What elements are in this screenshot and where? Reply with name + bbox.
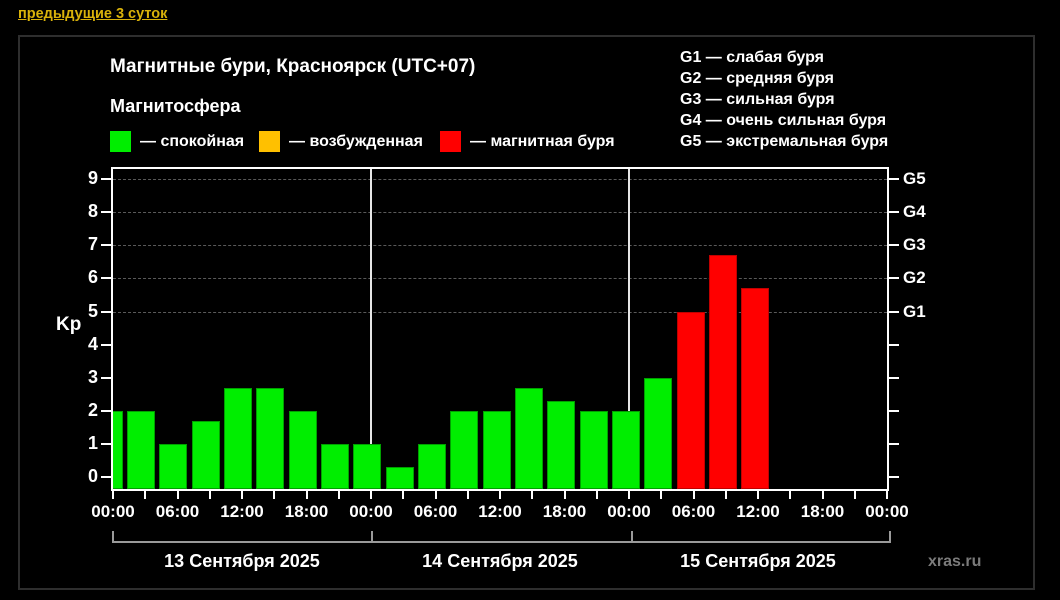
kp-bar [741, 288, 770, 489]
kp-bar [256, 387, 285, 489]
kp-bar [224, 387, 253, 489]
gridline [113, 311, 887, 313]
prev-3-days-link[interactable]: предыдущие 3 суток [18, 6, 168, 22]
kp-bar [385, 467, 414, 489]
quiet-swatch-icon [110, 131, 131, 152]
kp-bar [159, 443, 188, 489]
kp-bar [288, 410, 317, 489]
chart-title: Магнитные бури, Красноярск (UTC+07) [110, 56, 476, 77]
kp-bar [547, 400, 576, 489]
gridline [113, 278, 887, 280]
kp-bar [676, 311, 705, 489]
kp-bar [579, 410, 608, 489]
kp-bar [450, 410, 479, 489]
kp-bar [113, 410, 123, 489]
watermark: xras.ru [928, 553, 982, 570]
chart-subtitle: Магнитосфера [110, 96, 241, 116]
day-separator-line [370, 169, 372, 489]
storm-swatch-icon [440, 131, 461, 152]
legend-label-quiet: — спокойная [140, 132, 245, 150]
kp-bar [708, 255, 737, 489]
g4-legend-line: G4 — очень сильная буря [680, 112, 887, 129]
kp-axis-label: Kp [56, 314, 82, 335]
g2-legend-line: G2 — средняя буря [680, 70, 834, 87]
kp-bar [321, 443, 349, 489]
legend-item-quiet: — спокойная [110, 130, 244, 153]
kp-bar [127, 410, 156, 489]
legend-item-excited: — возбужденная [259, 130, 423, 153]
kp-bar [353, 443, 382, 489]
kp-bar [482, 410, 511, 489]
gridline [113, 212, 887, 214]
kp-bar [191, 420, 220, 489]
g5-legend-line: G5 — экстремальная буря [680, 133, 889, 150]
outer-frame [18, 35, 1035, 590]
gridline [113, 245, 887, 247]
g3-legend-line: G3 — сильная буря [680, 91, 835, 108]
g-scale-legend: G1 — слабая буря G2 — средняя буря G3 — … [680, 47, 888, 152]
kp-bar [418, 443, 446, 489]
kp-bar [514, 387, 543, 489]
legend-item-storm: — магнитная буря [440, 130, 615, 153]
gridline [113, 179, 887, 181]
legend-label-storm: — магнитная буря [470, 132, 615, 150]
kp-bar [611, 410, 640, 489]
plot-clip [113, 169, 887, 489]
excited-swatch-icon [259, 131, 280, 152]
kp-bar [644, 377, 673, 489]
g1-legend-line: G1 — слабая буря [680, 49, 825, 66]
day-separator-line [628, 169, 630, 489]
plot-area [111, 167, 889, 491]
legend-label-excited: — возбужденная [289, 132, 423, 150]
